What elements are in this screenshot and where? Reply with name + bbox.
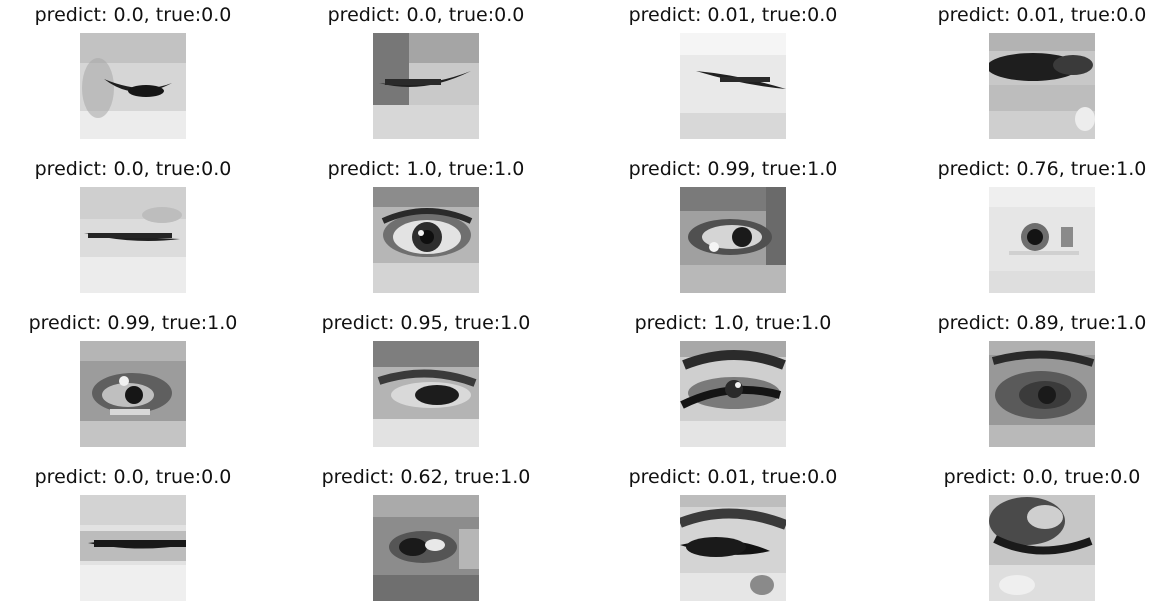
eye-image	[80, 33, 186, 139]
panel-title: predict: 0.0, true:0.0	[327, 4, 525, 26]
panel-16: predict: 0.0, true:0.0	[897, 464, 1158, 614]
panel-3: predict: 0.01, true:0.0	[588, 2, 878, 152]
eye-image	[989, 33, 1095, 139]
panel-title: predict: 0.0, true:0.0	[34, 4, 232, 26]
panel-title: predict: 0.01, true:0.0	[937, 4, 1147, 26]
eye-image	[80, 495, 186, 601]
eye-image	[373, 341, 479, 447]
eye-image	[373, 495, 479, 601]
eye-image	[680, 187, 786, 293]
panel-12: predict: 0.89, true:1.0	[897, 310, 1158, 460]
panel-6: predict: 1.0, true:1.0	[281, 156, 571, 306]
panel-9: predict: 0.99, true:1.0	[0, 310, 278, 460]
panel-14: predict: 0.62, true:1.0	[281, 464, 571, 614]
panel-2: predict: 0.0, true:0.0	[281, 2, 571, 152]
panel-title: predict: 0.0, true:0.0	[34, 466, 232, 488]
panel-title: predict: 0.01, true:0.0	[628, 466, 838, 488]
panel-1: predict: 0.0, true:0.0	[0, 2, 278, 152]
panel-5: predict: 0.0, true:0.0	[0, 156, 278, 306]
eye-image	[989, 341, 1095, 447]
panel-8: predict: 0.76, true:1.0	[897, 156, 1158, 306]
panel-title: predict: 1.0, true:1.0	[327, 158, 525, 180]
eye-image	[373, 33, 479, 139]
panel-13: predict: 0.0, true:0.0	[0, 464, 278, 614]
panel-title: predict: 0.62, true:1.0	[321, 466, 531, 488]
eye-image	[989, 495, 1095, 601]
eye-image	[989, 187, 1095, 293]
panel-title: predict: 0.76, true:1.0	[937, 158, 1147, 180]
panel-title: predict: 0.01, true:0.0	[628, 4, 838, 26]
eye-image	[680, 495, 786, 601]
panel-title: predict: 0.99, true:1.0	[628, 158, 838, 180]
panel-title: predict: 0.95, true:1.0	[321, 312, 531, 334]
panel-11: predict: 1.0, true:1.0	[588, 310, 878, 460]
panel-title: predict: 1.0, true:1.0	[634, 312, 832, 334]
panel-10: predict: 0.95, true:1.0	[281, 310, 571, 460]
panel-title: predict: 0.89, true:1.0	[937, 312, 1147, 334]
eye-image	[80, 341, 186, 447]
eye-image	[80, 187, 186, 293]
eye-image	[680, 341, 786, 447]
panel-title: predict: 0.0, true:0.0	[943, 466, 1141, 488]
eye-image	[680, 33, 786, 139]
panel-title: predict: 0.99, true:1.0	[28, 312, 238, 334]
panel-7: predict: 0.99, true:1.0	[588, 156, 878, 306]
panel-4: predict: 0.01, true:0.0	[897, 2, 1158, 152]
eye-image	[373, 187, 479, 293]
panel-title: predict: 0.0, true:0.0	[34, 158, 232, 180]
panel-15: predict: 0.01, true:0.0	[588, 464, 878, 614]
